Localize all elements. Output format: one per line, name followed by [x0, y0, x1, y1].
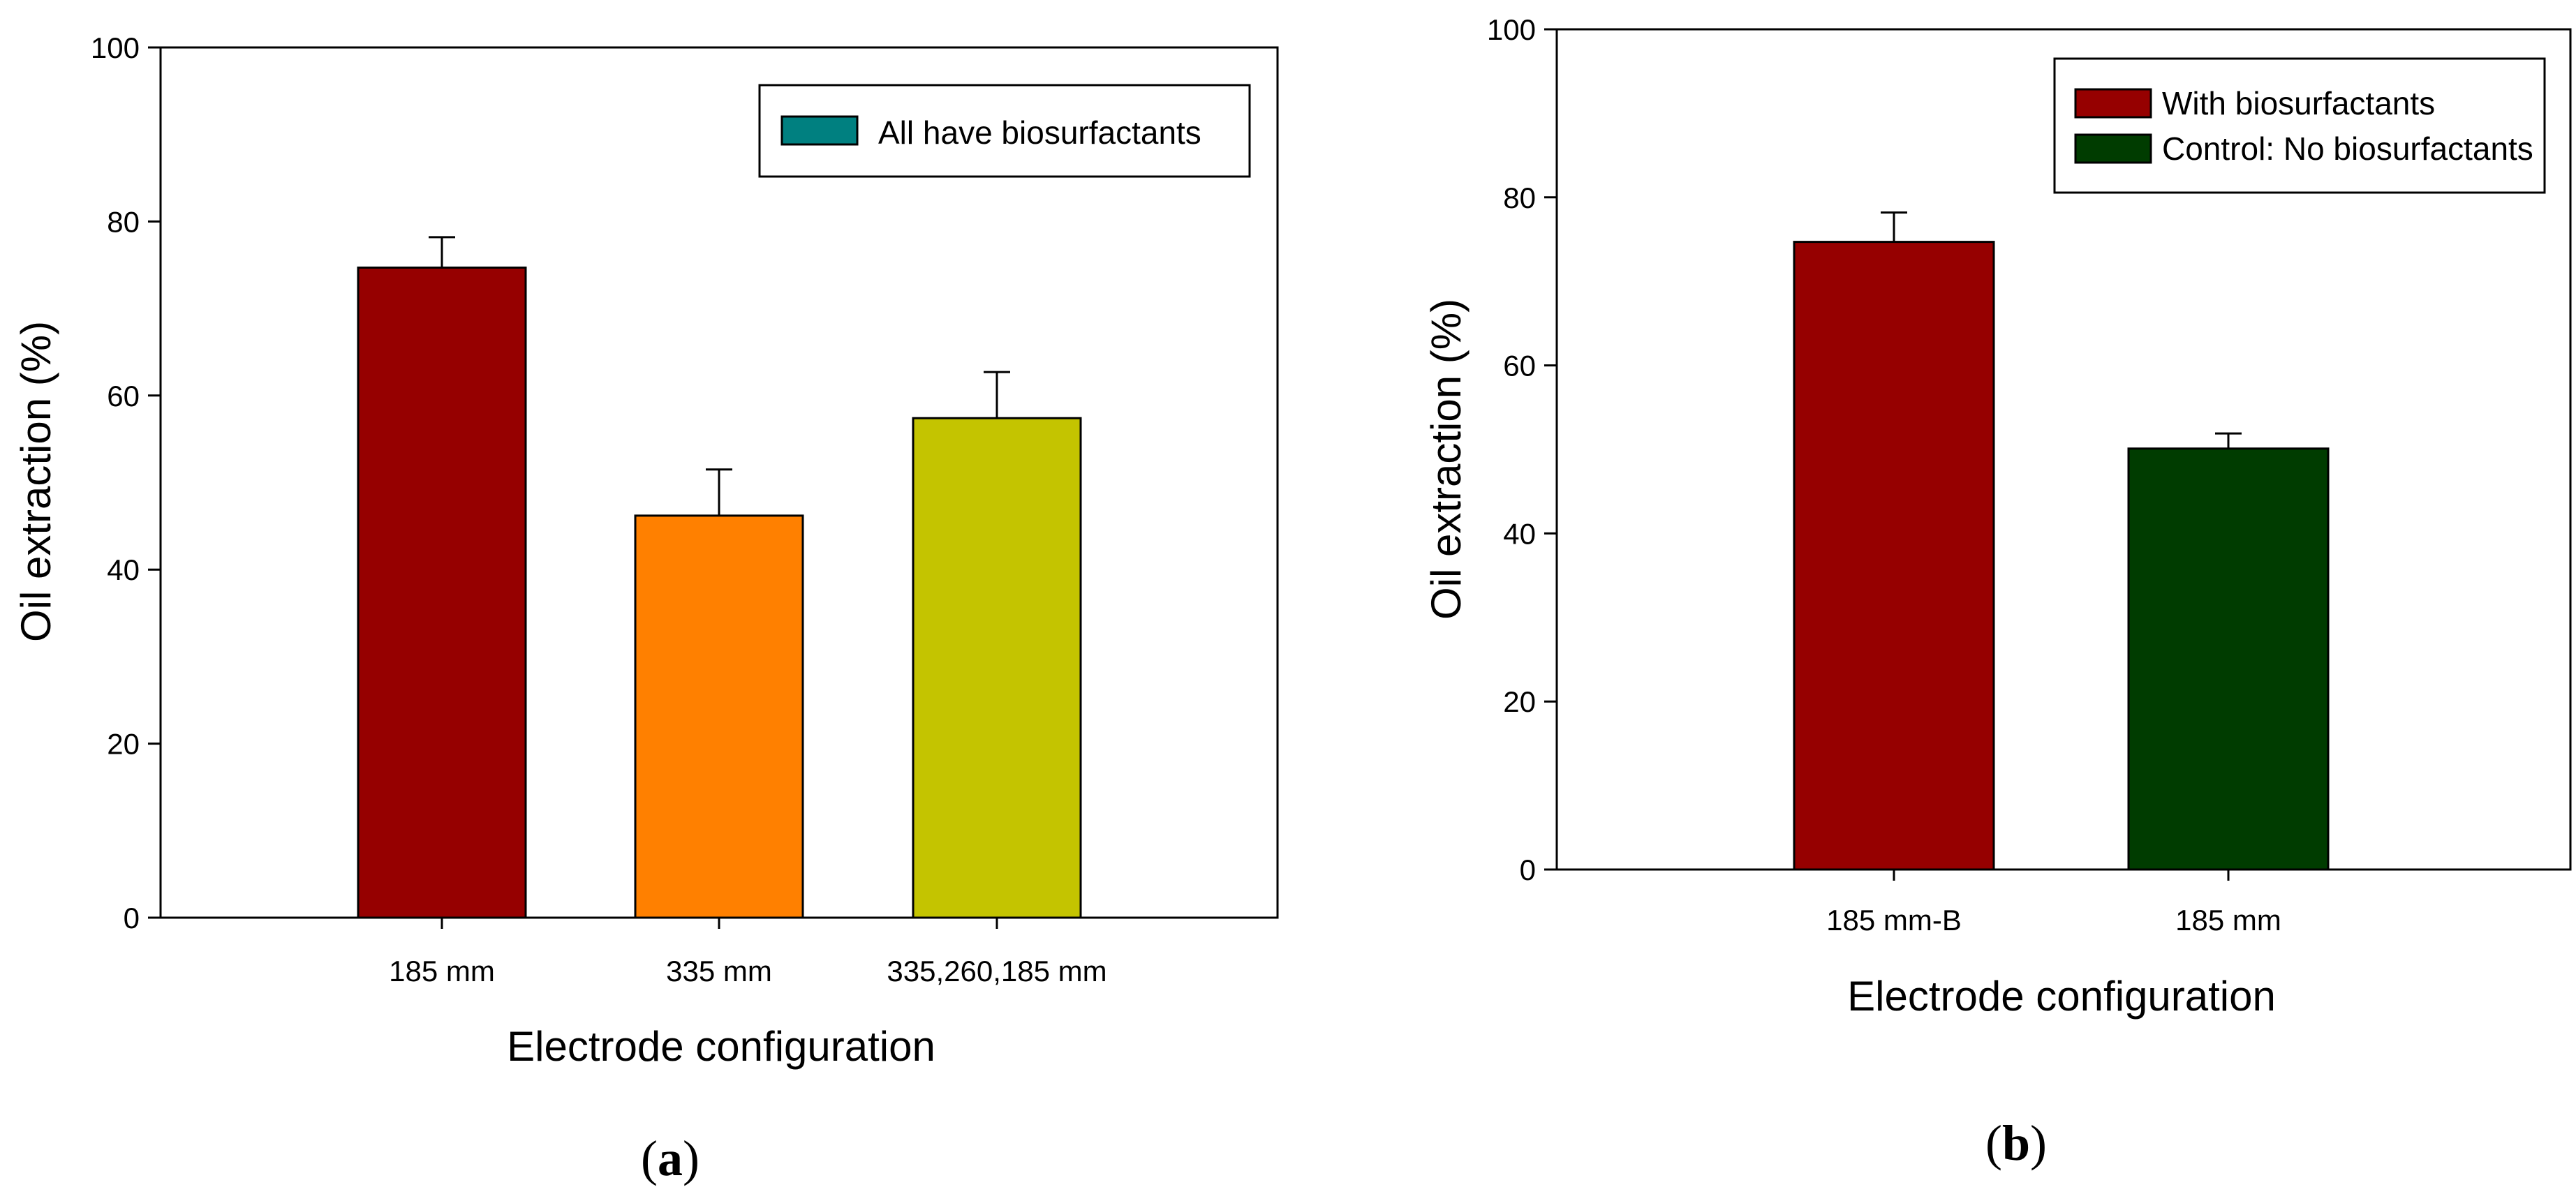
legend-label-b-0: With biosurfactants [2162, 85, 2435, 121]
y-axis-title-a: Oil extraction (%) [13, 321, 59, 642]
bar [1793, 241, 1995, 871]
error-bars-b [1881, 211, 2242, 449]
legend-box-b [2053, 57, 2546, 194]
x-tick-labels-b: 185 mm-B 185 mm [1826, 870, 2281, 937]
y-tick-label: 100 [1487, 13, 1536, 46]
y-tick-label: 60 [107, 380, 140, 412]
legend-label-a-0: All have biosurfactants [878, 114, 1201, 151]
panel-label-b: (b) [1985, 1115, 2047, 1171]
legend-swatch-b-1 [2074, 133, 2152, 164]
legend-b: With biosurfactants Control: No biosurfa… [2053, 57, 2546, 194]
y-tick-label: 0 [1520, 853, 1536, 886]
bars-a [357, 266, 1082, 919]
panel-label-a-letter: a [658, 1131, 683, 1186]
y-tick-label: 20 [107, 728, 140, 761]
legend-a: All have biosurfactants [758, 84, 1251, 178]
panel-label-b-letter: b [2002, 1115, 2030, 1171]
x-tick-label: 185 mm [389, 955, 495, 987]
bar [634, 514, 804, 919]
panel-label-a: (a) [641, 1131, 699, 1186]
y-tick-label: 80 [107, 205, 140, 238]
bars-b [1793, 241, 2330, 871]
bar [2127, 447, 2330, 871]
y-ticks-b: 0 20 40 60 80 100 [1487, 13, 1557, 886]
chart-panel-b: 0 20 40 60 80 100 185 mm-B 185 mm Oil extracti… [1423, 13, 2572, 1171]
x-axis-title-a: Electrode configuration [507, 1023, 935, 1070]
y-tick-label: 20 [1503, 685, 1536, 718]
x-tick-label: 335,260,185 mm [887, 955, 1106, 987]
y-tick-label: 80 [1503, 181, 1536, 214]
y-tick-label: 40 [107, 553, 140, 586]
legend-swatch-a-0 [780, 115, 859, 146]
x-tick-label: 185 mm-B [1826, 904, 1962, 937]
y-tick-label: 40 [1503, 517, 1536, 550]
legend-swatch-b-0 [2074, 88, 2152, 119]
x-tick-label: 335 mm [666, 955, 772, 987]
y-tick-label: 60 [1503, 350, 1536, 382]
x-tick-label: 185 mm [2175, 904, 2281, 937]
y-axis-title-b: Oil extraction (%) [1423, 299, 1470, 620]
bar [357, 266, 527, 919]
bar [912, 417, 1082, 919]
plot-frame-b [1555, 28, 2572, 871]
y-ticks-a: 0 20 40 60 80 100 [91, 31, 161, 934]
y-tick-label: 0 [124, 902, 140, 934]
x-axis-title-b: Electrode configuration [1847, 973, 2276, 1020]
x-tick-labels-a: 185 mm 335 mm 335,260,185 mm [389, 918, 1107, 987]
y-tick-label: 100 [91, 31, 140, 64]
legend-label-b-1: Control: No biosurfactants [2162, 130, 2533, 167]
error-bars-a [429, 236, 1010, 516]
